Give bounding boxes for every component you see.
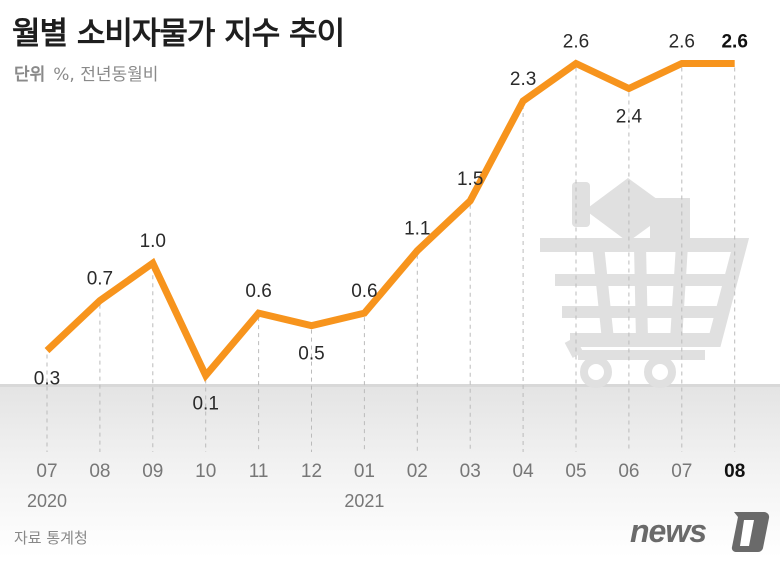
unit-value: %, 전년동월비 bbox=[53, 65, 159, 85]
data-label: 0.6 bbox=[245, 281, 271, 302]
data-label: 2.6 bbox=[721, 32, 747, 53]
x-tick-label: 05 bbox=[565, 461, 586, 482]
year-label: 2021 bbox=[344, 491, 384, 511]
unit-label: 단위 bbox=[14, 65, 46, 85]
x-tick-label: 06 bbox=[618, 461, 639, 482]
data-label: 2.3 bbox=[510, 69, 536, 90]
data-label: 0.6 bbox=[351, 281, 377, 302]
data-label: 1.5 bbox=[457, 169, 483, 190]
shopping-cart-icon bbox=[540, 178, 750, 388]
x-tick-label: 09 bbox=[142, 461, 163, 482]
x-tick-label: 07 bbox=[36, 461, 57, 482]
data-label: 0.7 bbox=[87, 269, 113, 290]
source-note: 자료 통계청 bbox=[14, 529, 88, 547]
x-tick-label: 10 bbox=[195, 461, 216, 482]
data-label: 2.6 bbox=[669, 32, 695, 53]
data-label: 0.3 bbox=[34, 369, 60, 390]
x-tick-label: 03 bbox=[460, 461, 481, 482]
data-label: 2.4 bbox=[616, 106, 643, 127]
data-label: 0.5 bbox=[298, 344, 324, 365]
year-label: 2020 bbox=[27, 491, 67, 511]
series-line bbox=[44, 59, 735, 382]
x-tick-label: 12 bbox=[301, 461, 322, 482]
x-tick-label: 04 bbox=[513, 461, 535, 482]
data-label: 2.6 bbox=[563, 32, 589, 53]
data-label: 0.1 bbox=[192, 394, 218, 415]
svg-text:news: news bbox=[630, 513, 706, 549]
lower-band bbox=[0, 384, 780, 557]
news1-logo: news bbox=[630, 511, 770, 553]
x-tick-label: 08 bbox=[724, 461, 745, 482]
x-tick-label: 01 bbox=[354, 461, 375, 482]
x-tick-label: 02 bbox=[407, 461, 428, 482]
data-label: 1.1 bbox=[404, 219, 430, 240]
x-tick-label: 11 bbox=[249, 461, 269, 482]
page-title: 월별 소비자물가 지수 추이 bbox=[12, 16, 345, 52]
data-label: 1.0 bbox=[140, 231, 166, 252]
x-tick-label: 08 bbox=[89, 461, 110, 482]
unit-caption: 단위 %, 전년동월비 bbox=[14, 60, 158, 85]
x-tick-label: 07 bbox=[671, 461, 692, 482]
